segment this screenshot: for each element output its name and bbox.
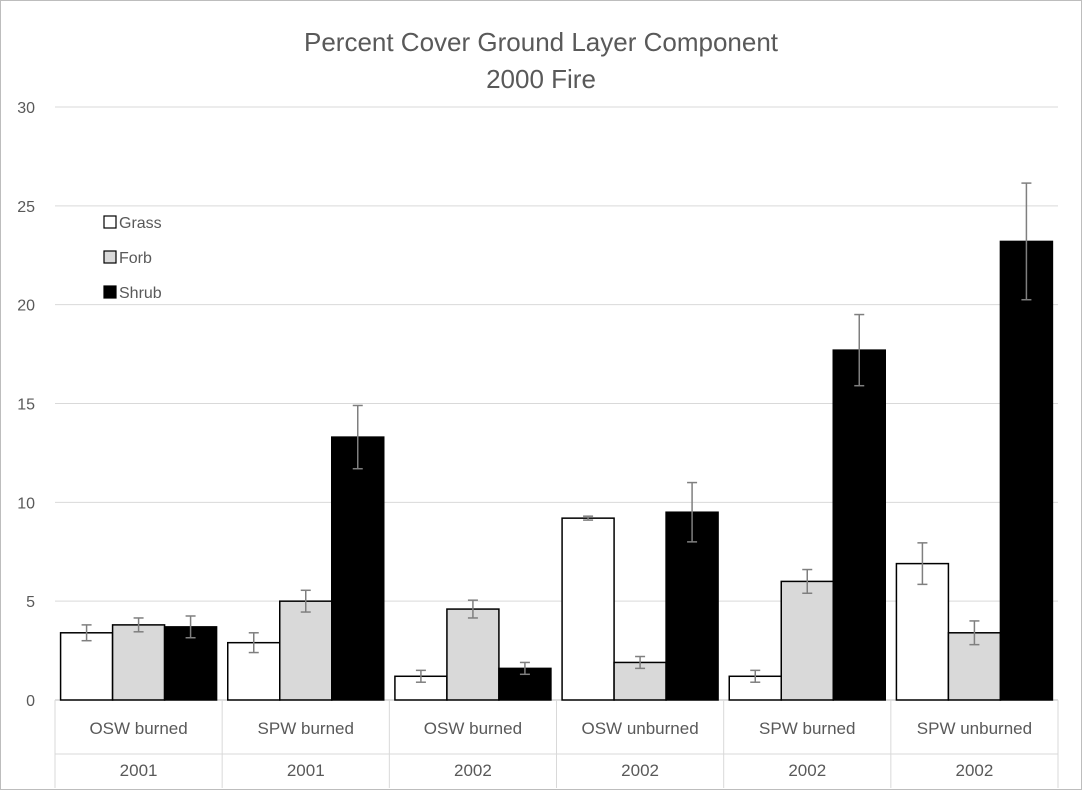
bar-grass <box>561 517 615 701</box>
legend-swatch-grass <box>103 215 117 229</box>
x-year-label: 2001 <box>120 761 158 780</box>
y-tick-label: 0 <box>26 693 35 710</box>
y-tick-label: 15 <box>17 397 35 414</box>
bar-shrub <box>999 240 1054 701</box>
bar-grass <box>59 632 114 701</box>
x-year-label: 2002 <box>454 761 492 780</box>
x-category-label: OSW burned <box>424 719 522 738</box>
bar-forb <box>111 624 166 701</box>
bar-forb <box>279 600 333 701</box>
chart-subtitle: 2000 Fire <box>486 64 596 94</box>
legend-label-shrub: Shrub <box>119 285 162 302</box>
x-category-label: SPW burned <box>759 719 855 738</box>
x-category-label: SPW unburned <box>917 719 1032 738</box>
bar-shrub <box>163 626 218 701</box>
bar-shrub <box>331 436 385 701</box>
bar-shrub <box>832 349 886 701</box>
y-tick-label: 5 <box>26 594 35 611</box>
bar-grass <box>895 562 950 701</box>
x-year-label: 2002 <box>621 761 659 780</box>
legend-swatch-forb <box>103 250 117 264</box>
y-tick-label: 10 <box>17 495 35 512</box>
chart-title: Percent Cover Ground Layer Component <box>303 27 779 57</box>
bar-forb <box>780 580 834 701</box>
bar-shrub <box>665 511 719 701</box>
y-tick-label: 30 <box>17 100 35 117</box>
y-tick-label: 25 <box>17 199 35 216</box>
legend-label-grass: Grass <box>119 215 162 232</box>
x-category-label: OSW burned <box>89 719 187 738</box>
x-category-label: SPW burned <box>258 719 354 738</box>
x-category-label: OSW unburned <box>581 719 698 738</box>
legend-swatch-shrub <box>103 285 117 299</box>
x-year-label: 2002 <box>788 761 826 780</box>
x-year-label: 2002 <box>956 761 994 780</box>
x-year-label: 2001 <box>287 761 325 780</box>
legend-label-forb: Forb <box>119 250 152 267</box>
bar-forb <box>446 608 500 701</box>
y-tick-label: 20 <box>17 298 35 315</box>
